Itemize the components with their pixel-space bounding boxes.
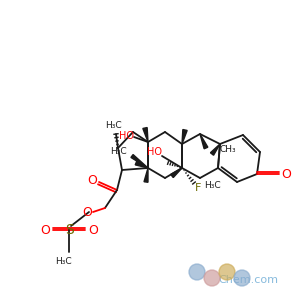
Text: H₃C: H₃C <box>204 182 220 190</box>
Polygon shape <box>182 130 187 144</box>
Text: O: O <box>281 167 291 181</box>
Circle shape <box>189 264 205 280</box>
Text: H₃C: H₃C <box>55 257 71 266</box>
Circle shape <box>219 264 235 280</box>
Text: O: O <box>40 224 50 236</box>
Text: HO: HO <box>146 147 161 157</box>
Text: HO: HO <box>118 131 134 141</box>
Polygon shape <box>143 128 148 142</box>
Polygon shape <box>131 154 148 168</box>
Text: Chem.com: Chem.com <box>218 275 278 285</box>
Polygon shape <box>200 134 208 149</box>
Text: H₃C: H₃C <box>105 122 121 130</box>
Circle shape <box>204 270 220 286</box>
Circle shape <box>234 270 250 286</box>
Polygon shape <box>210 144 220 155</box>
Polygon shape <box>144 168 148 182</box>
Text: S: S <box>64 223 74 237</box>
Text: O: O <box>82 206 92 218</box>
Text: H₃C: H₃C <box>110 148 126 157</box>
Text: O: O <box>88 224 98 236</box>
Text: CH₃: CH₃ <box>220 146 237 154</box>
Text: O: O <box>87 173 97 187</box>
Polygon shape <box>171 168 182 178</box>
Text: F: F <box>195 183 201 193</box>
Polygon shape <box>135 161 148 168</box>
